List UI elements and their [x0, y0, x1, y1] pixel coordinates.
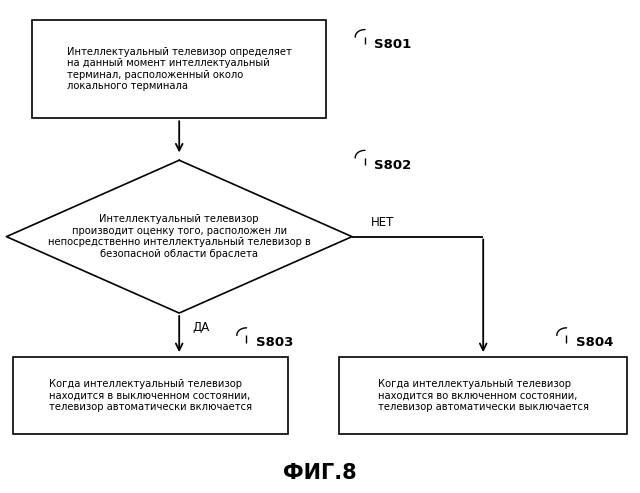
- Text: S802: S802: [374, 159, 412, 172]
- Text: Интеллектуальный телевизор
производит оценку того, расположен ли
непосредственно: Интеллектуальный телевизор производит оц…: [48, 214, 310, 259]
- Text: Интеллектуальный телевизор определяет
на данный момент интеллектуальный
терминал: Интеллектуальный телевизор определяет на…: [67, 47, 292, 91]
- Text: ДА: ДА: [192, 321, 209, 334]
- Text: Когда интеллектуальный телевизор
находится в выключенном состоянии,
телевизор ав: Когда интеллектуальный телевизор находит…: [49, 379, 252, 412]
- Text: S801: S801: [374, 38, 412, 51]
- Bar: [13, 357, 288, 434]
- Text: ФИГ.8: ФИГ.8: [283, 463, 357, 483]
- Text: НЕТ: НЕТ: [371, 216, 395, 229]
- Text: S804: S804: [576, 336, 613, 349]
- Text: S803: S803: [256, 336, 293, 349]
- Bar: [32, 20, 326, 118]
- Text: Когда интеллектуальный телевизор
находится во включенном состоянии,
телевизор ав: Когда интеллектуальный телевизор находит…: [378, 379, 589, 412]
- Bar: [339, 357, 627, 434]
